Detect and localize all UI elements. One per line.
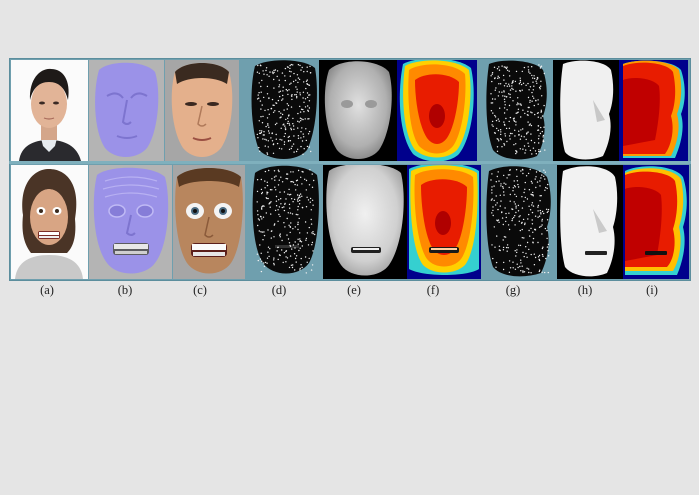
panel-label-g: (g) [505, 283, 521, 297]
panel-d-bottom-point-cloud [249, 165, 323, 279]
figure [9, 58, 691, 282]
panel-c-top-textured [165, 60, 239, 161]
panel-label-a: (a) [40, 283, 54, 297]
panel-label-c: (c) [193, 283, 207, 297]
panel-label-b: (b) [117, 283, 133, 297]
panel-label-e: (e) [347, 283, 361, 297]
row-divider [9, 161, 691, 164]
panel-label-f: (f) [426, 283, 440, 297]
panel-b-bottom-mesh [89, 165, 172, 279]
panel-label-h: (h) [577, 283, 593, 297]
panel-b-top-mesh [89, 60, 164, 161]
panel-d-top-point-cloud [249, 60, 319, 161]
panel-g-bottom-point-cloud [483, 165, 557, 279]
panel-h-bottom-depth-gray [557, 165, 623, 279]
panel-f-bottom-depth-heat [407, 165, 481, 279]
panel-i-top-depth-heat [619, 60, 688, 161]
panel-g-top-point-cloud [483, 60, 553, 161]
panel-c-bottom-textured [173, 165, 245, 279]
panel-a-top-photo [11, 60, 88, 161]
panel-label-i: (i) [646, 283, 658, 297]
panel-i-bottom-depth-heat [623, 165, 689, 279]
panel-a-bottom-photo [11, 165, 88, 279]
panel-e-bottom-depth-gray [323, 165, 407, 279]
panel-f-top-depth-heat [397, 60, 477, 161]
panel-e-top-depth-gray [319, 60, 397, 161]
panel-h-top-depth-gray [553, 60, 619, 161]
panel-label-d: (d) [271, 283, 287, 297]
panel-labels: (a) (b) (c) (d) (e) (f) (g) (h) (i) [0, 283, 699, 301]
